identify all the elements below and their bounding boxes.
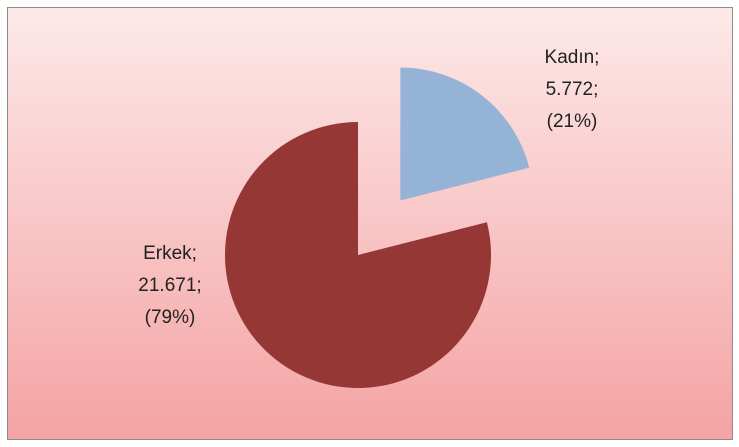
slice-percent-label: (79%) [145, 307, 196, 328]
pie-slice [225, 122, 491, 388]
slice-value-label: 5.772; [546, 79, 599, 100]
slice-category-label: Kadın; [545, 47, 600, 68]
slice-percent-label: (21%) [547, 111, 598, 132]
pie-slice [400, 67, 530, 201]
slice-value-label: 21.671; [138, 275, 201, 296]
slice-category-label: Erkek; [143, 243, 197, 264]
